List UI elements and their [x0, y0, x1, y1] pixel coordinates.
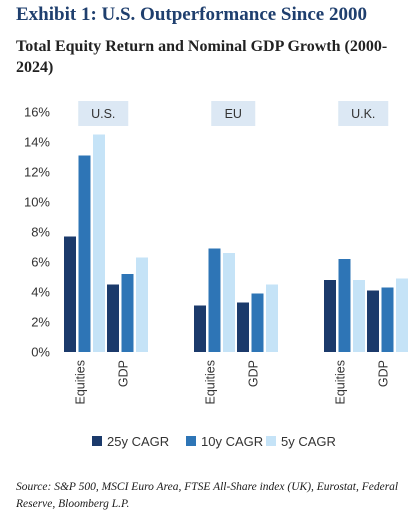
legend-swatch [186, 436, 196, 446]
source-note: Source: S&P 500, MSCI Euro Area, FTSE Al… [16, 481, 399, 510]
bar [237, 302, 249, 352]
region-label-box [78, 101, 129, 126]
legend-swatch [92, 436, 102, 446]
y-tick-label: 16% [24, 105, 50, 120]
legend: 25y CAGR 10y CAGR 5y CAGR [92, 434, 336, 449]
bar [223, 253, 235, 352]
y-tick-label: 2% [31, 315, 50, 330]
bar-chart: 0% 2% 4% 6% 8% 10% 12% 14% 16% U.S. EU U.K. Equiti… [24, 101, 408, 449]
bar [324, 280, 336, 352]
legend-label: 10y CAGR [201, 434, 263, 449]
legend-label: 5y CAGR [281, 434, 336, 449]
y-tick-label: 12% [24, 165, 50, 180]
bar [78, 155, 91, 352]
category-label: GDP [247, 360, 261, 387]
bar [353, 280, 365, 352]
region-label-box [211, 101, 256, 126]
legend-swatch [266, 436, 276, 446]
category-label: Equities [334, 360, 348, 404]
bar [381, 287, 394, 352]
y-tick-label: 8% [31, 225, 50, 240]
category-label: Equities [204, 360, 218, 404]
region-labels: U.S. EU U.K. [78, 101, 389, 126]
bar [93, 134, 105, 352]
category-label: Equities [74, 360, 88, 404]
region-label: U.K. [351, 107, 375, 121]
y-axis: 0% 2% 4% 6% 8% 10% 12% 14% 16% [24, 105, 50, 360]
y-tick-label: 14% [24, 135, 50, 150]
region-label: EU [225, 107, 242, 121]
y-tick-label: 4% [31, 285, 50, 300]
bar [64, 236, 76, 352]
bar [136, 257, 148, 352]
bar [208, 248, 221, 352]
bars [64, 134, 408, 352]
bar [266, 284, 278, 352]
y-tick-label: 6% [31, 255, 50, 270]
category-label: GDP [377, 360, 391, 387]
region-label-box [338, 101, 389, 126]
bar [107, 284, 119, 352]
legend-label: 25y CAGR [107, 434, 169, 449]
y-tick-label: 0% [31, 345, 50, 360]
y-tick-label: 10% [24, 195, 50, 210]
bar [121, 274, 134, 352]
bar [251, 293, 264, 352]
bar [396, 278, 408, 352]
bar [367, 290, 379, 352]
category-label: GDP [117, 360, 131, 387]
exhibit-title: Exhibit 1: U.S. Outperformance Since 200… [16, 4, 367, 25]
category-labels: Equities GDP Equities GDP Equities GDP [74, 360, 391, 404]
bar [338, 259, 351, 352]
region-label: U.S. [91, 107, 115, 121]
bar [194, 305, 206, 352]
chart-subtitle: Total Equity Return and Nominal GDP Grow… [16, 38, 388, 76]
